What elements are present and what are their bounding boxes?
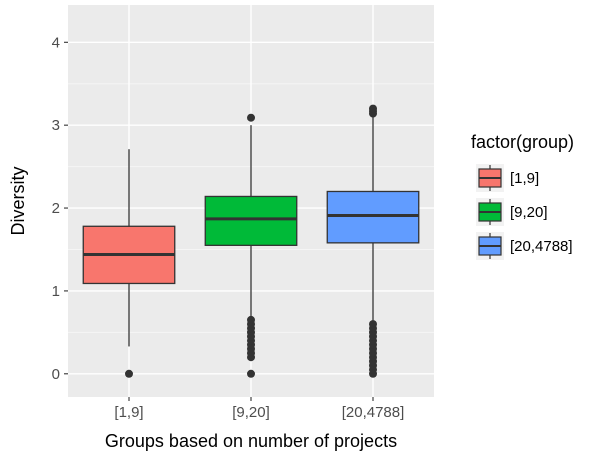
outlier-point: [247, 113, 255, 122]
boxes: [82, 104, 420, 378]
legend-item: [1,9]: [476, 164, 539, 192]
outlier-point: [369, 320, 377, 329]
outlier-point: [247, 315, 255, 324]
y-tick-label: 2: [52, 200, 60, 217]
y-tick-label: 3: [52, 117, 60, 134]
box: [326, 190, 420, 244]
legend-item: [9,20]: [476, 198, 548, 226]
outlier-point: [125, 369, 133, 378]
legend-label: [1,9]: [510, 170, 539, 187]
y-tick-label: 4: [52, 34, 60, 51]
x-axis-title: Groups based on number of projects: [105, 431, 397, 451]
outlier-point: [247, 369, 255, 378]
box: [204, 195, 298, 246]
y-tick-label: 0: [52, 366, 60, 383]
box-group: [82, 149, 176, 378]
legend-label: [20,4788]: [510, 238, 573, 255]
x-axis: [1,9] [9,20] [20,4788]: [114, 397, 404, 421]
x-tick-label: [9,20]: [232, 404, 270, 421]
y-axis-title: Diversity: [8, 166, 28, 235]
y-axis: 0 1 2 3 4: [52, 34, 68, 383]
box-group: [326, 104, 420, 378]
x-tick-label: [1,9]: [114, 404, 143, 421]
legend: factor(group) [1,9] [9,20] [20,4788]: [471, 132, 574, 260]
legend-item: [20,4788]: [476, 232, 573, 260]
box-group: [204, 113, 298, 378]
y-tick-label: 1: [52, 283, 60, 300]
legend-label: [9,20]: [510, 204, 548, 221]
x-tick-label: [20,4788]: [342, 404, 405, 421]
legend-title: factor(group): [471, 132, 574, 152]
outlier-point: [369, 104, 377, 113]
